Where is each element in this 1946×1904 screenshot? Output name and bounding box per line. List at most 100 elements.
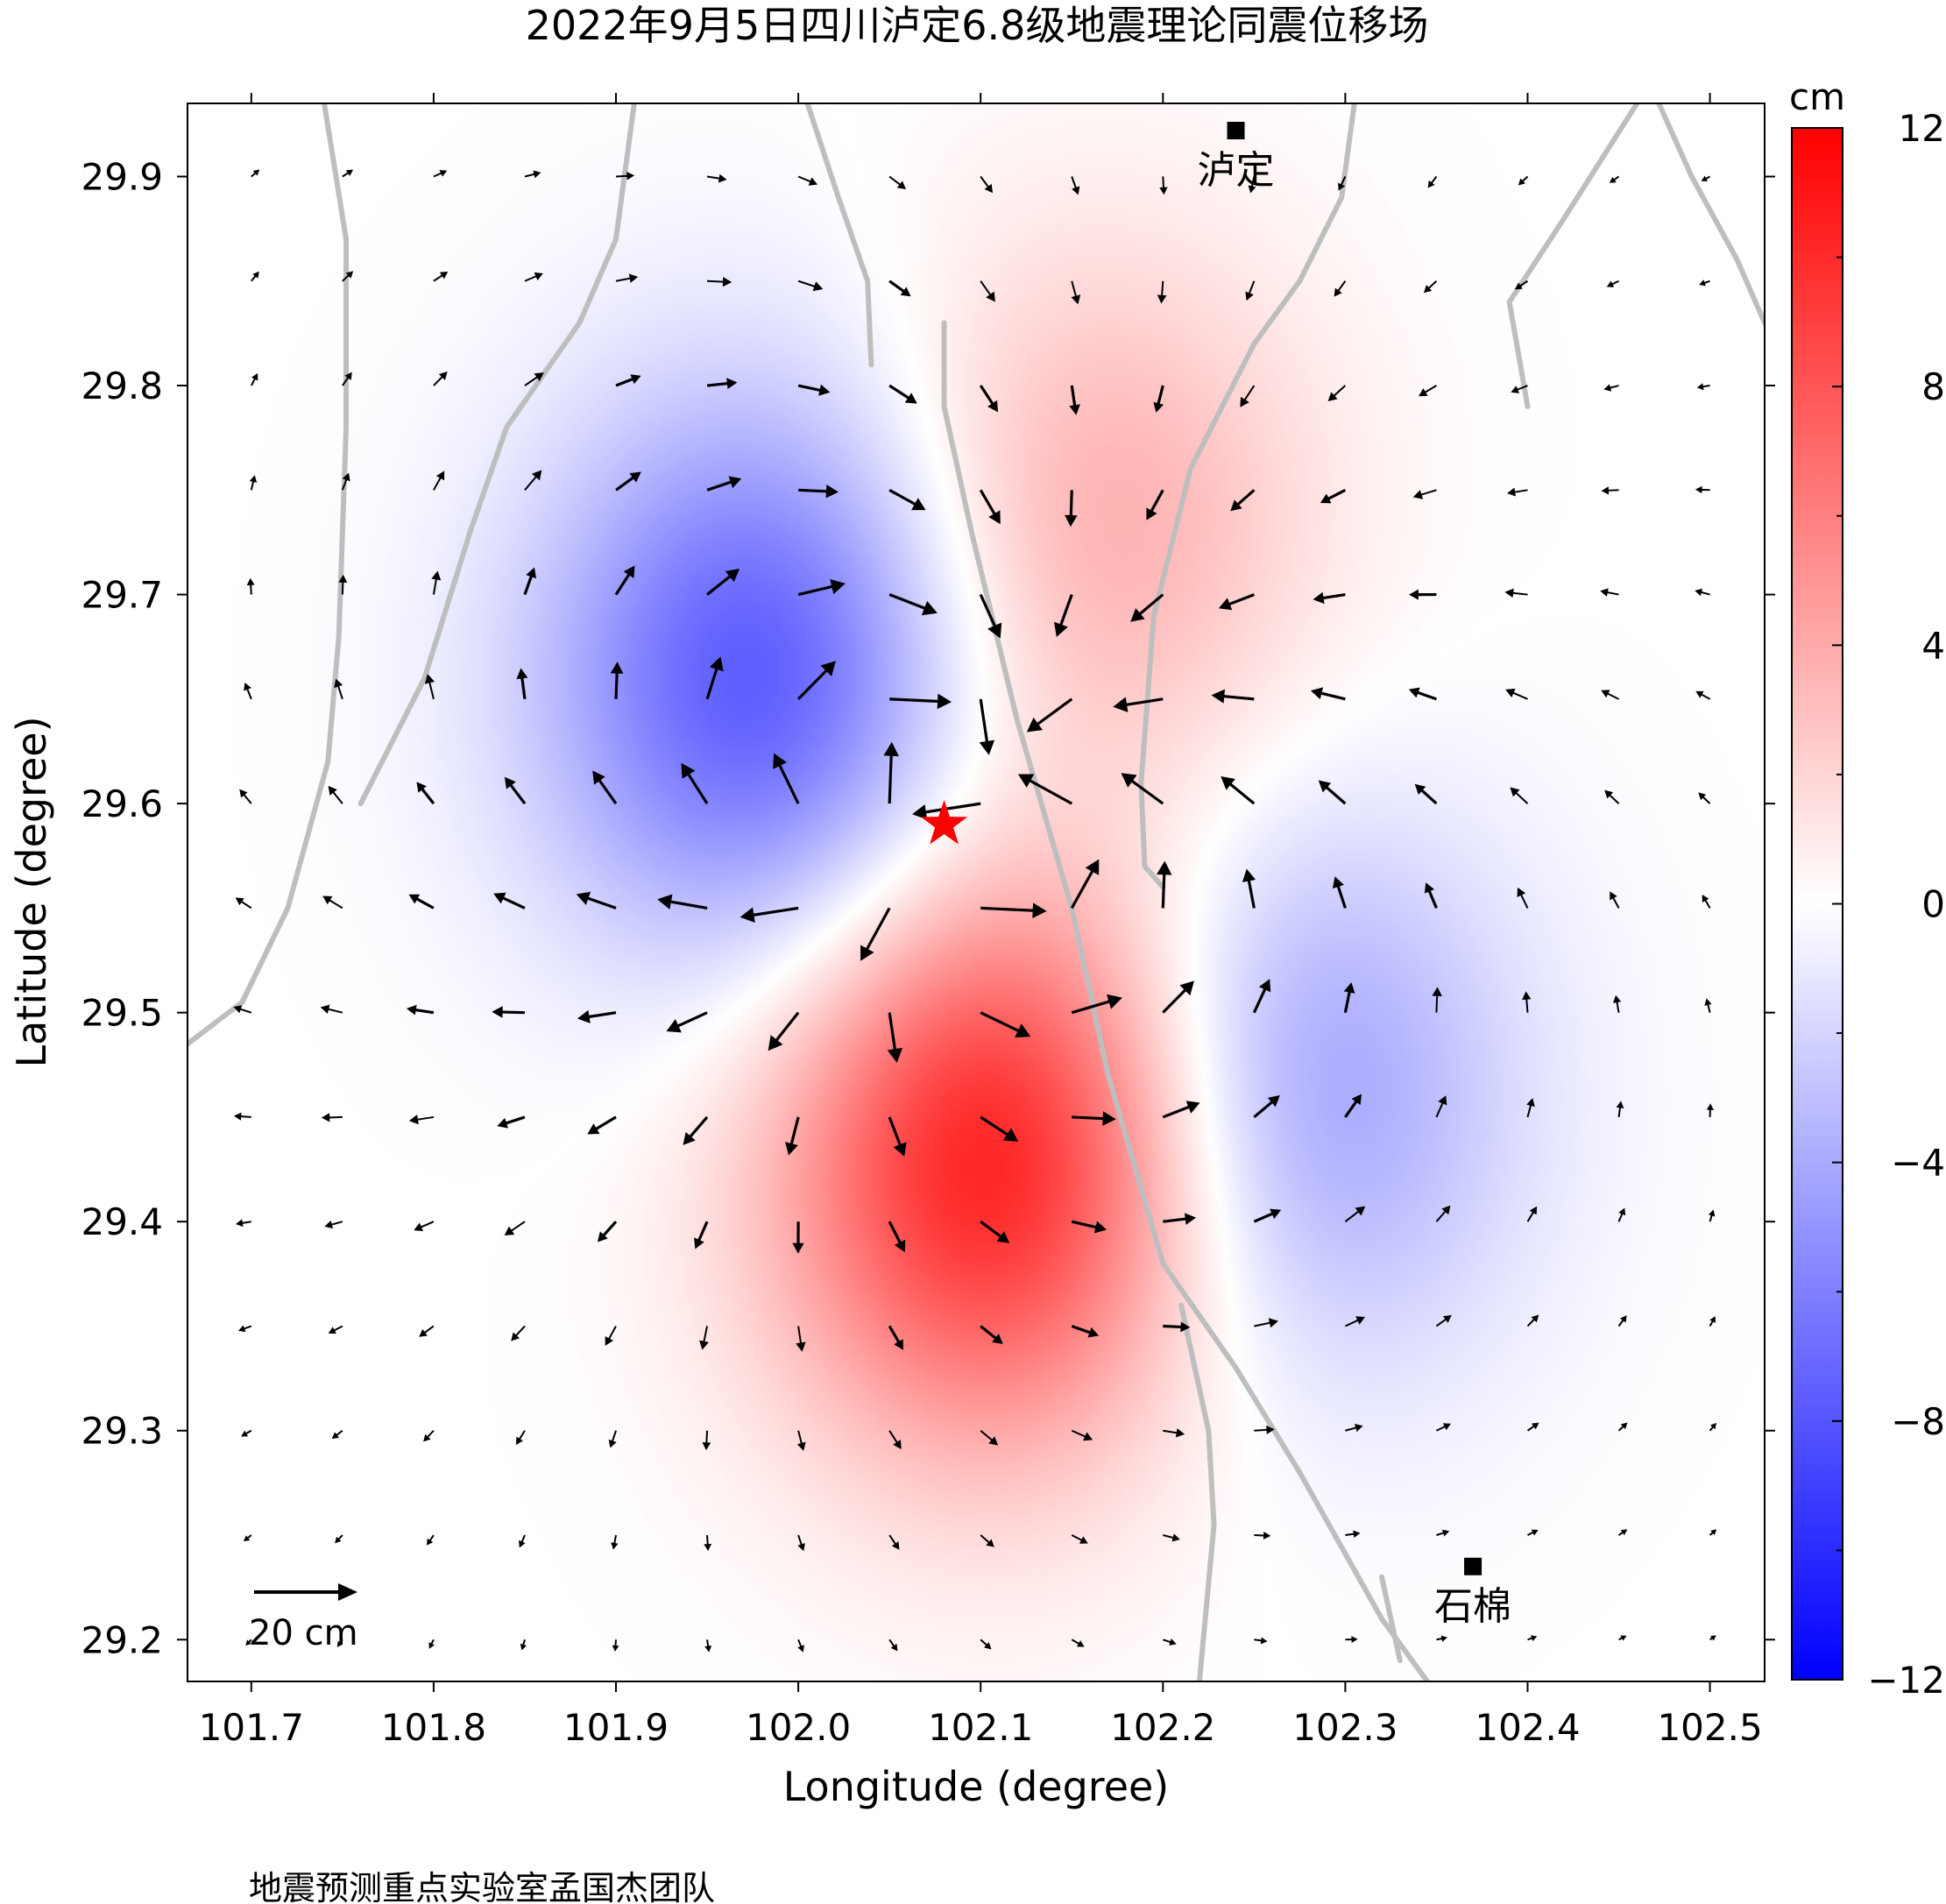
displacement-vector [1242,868,1256,909]
fault-trace [804,103,874,368]
displacement-vector [1408,687,1437,701]
displacement-vector [888,593,938,616]
displacement-vector [979,698,995,755]
x-tick-label: 102.3 [1292,1706,1398,1749]
displacement-vector [1617,1207,1626,1222]
displacement-vector [1696,383,1710,391]
displacement-vector [683,1115,709,1145]
displacement-vector [1163,1533,1180,1542]
displacement-vector [666,1011,708,1033]
displacement-vector [1504,588,1528,598]
displacement-vector [1435,1314,1452,1327]
displacement-vector [1617,1315,1627,1327]
displacement-vector [246,577,255,595]
displacement-vector [504,776,527,805]
displacement-vector [335,1534,343,1544]
displacement-vector [1344,1316,1365,1327]
displacement-vector [1254,1318,1278,1328]
displacement-vector [888,384,917,404]
colorbar-tick-label: 0 [1921,883,1945,926]
displacement-vector [251,271,259,282]
displacement-vector [1253,1208,1282,1223]
y-tick-label: 29.8 [81,365,163,407]
y-tick-label: 29.6 [81,782,163,825]
displacement-vector [1408,589,1437,600]
displacement-vector [321,1113,343,1122]
displacement-vector [615,374,641,387]
displacement-vector [1695,690,1711,700]
displacement-vector [707,276,732,287]
displacement-vector [1162,1639,1177,1646]
displacement-vector [797,175,818,186]
displacement-vector [888,1325,903,1350]
x-axis-label: Longitude (degree) [783,1763,1170,1810]
displacement-vector [1698,792,1711,804]
plot-frame [187,103,1766,1682]
displacement-vector [1318,780,1347,805]
vertical-displacement-field [188,103,1765,1681]
displacement-vector [1026,697,1073,733]
displacement-vector [1414,783,1438,805]
displacement-vector [706,378,738,389]
displacement-vector [243,1534,252,1542]
displacement-vector [331,1429,343,1440]
displacement-vector [1163,1321,1191,1333]
displacement-vector [979,489,1001,525]
displacement-vector [980,1115,1019,1142]
displacement-vector [888,1639,898,1652]
fault-trace [1506,103,1640,409]
displacement-vector [1427,175,1438,188]
colorbar-tick-label: 4 [1921,624,1945,667]
displacement-vector [1435,1095,1447,1118]
y-tick-label: 29.3 [81,1410,163,1453]
displacement-vector [511,1325,526,1341]
displacement-vector [1517,887,1529,909]
town-square-icon [1464,1557,1482,1575]
displacement-vector [702,1430,711,1451]
colorbar-ticks: 12 8 4 0 −4 −8 −12 [1832,107,1945,1702]
displacement-vector [704,1639,712,1653]
displacement-vector [797,384,831,396]
displacement-vector [1609,175,1620,183]
displacement-vector [249,475,258,491]
displacement-vector [1526,1422,1539,1432]
displacement-vector [611,1534,619,1550]
displacement-vector [979,593,1002,639]
colorbar: cm 12 8 4 0 −4 −8 −12 [1789,75,1945,1702]
displacement-vector [1709,1316,1716,1327]
displacement-vector [1071,994,1122,1015]
displacement-vector [706,569,740,596]
displacement-vector [681,762,709,804]
displacement-vector [980,175,994,194]
fault-trace [941,320,1431,1681]
displacement-vector [336,1639,343,1647]
displacement-vector [1345,1423,1363,1433]
displacement-vector [406,1004,435,1016]
displacement-vector [797,280,824,292]
displacement-vector [614,565,635,596]
displacement-vector [1606,280,1619,287]
displacement-vector [1412,489,1437,499]
displacement-vector [1432,987,1442,1013]
displacement-vector [235,897,252,910]
displacement-vector [1240,385,1256,407]
displacement-vector [1706,1103,1714,1117]
displacement-vector [615,273,639,283]
displacement-vector [592,770,618,805]
displacement-vector [1526,1314,1539,1327]
displacement-vector [433,169,448,178]
displacement-vector [1254,1425,1275,1434]
fault-trace [188,103,350,1047]
displacement-vector [233,1005,252,1014]
displacement-vector [1163,1428,1185,1438]
displacement-vector [980,1325,1003,1344]
epicenter-star-icon [920,799,968,845]
displacement-vector [524,372,544,386]
displacement-vector [1338,176,1347,191]
displacement-vector [980,1220,1010,1243]
displacement-vector [612,1639,619,1652]
displacement-vector [1254,1637,1268,1645]
displacement-vector [980,1429,999,1446]
displacement-vector [233,1112,251,1121]
